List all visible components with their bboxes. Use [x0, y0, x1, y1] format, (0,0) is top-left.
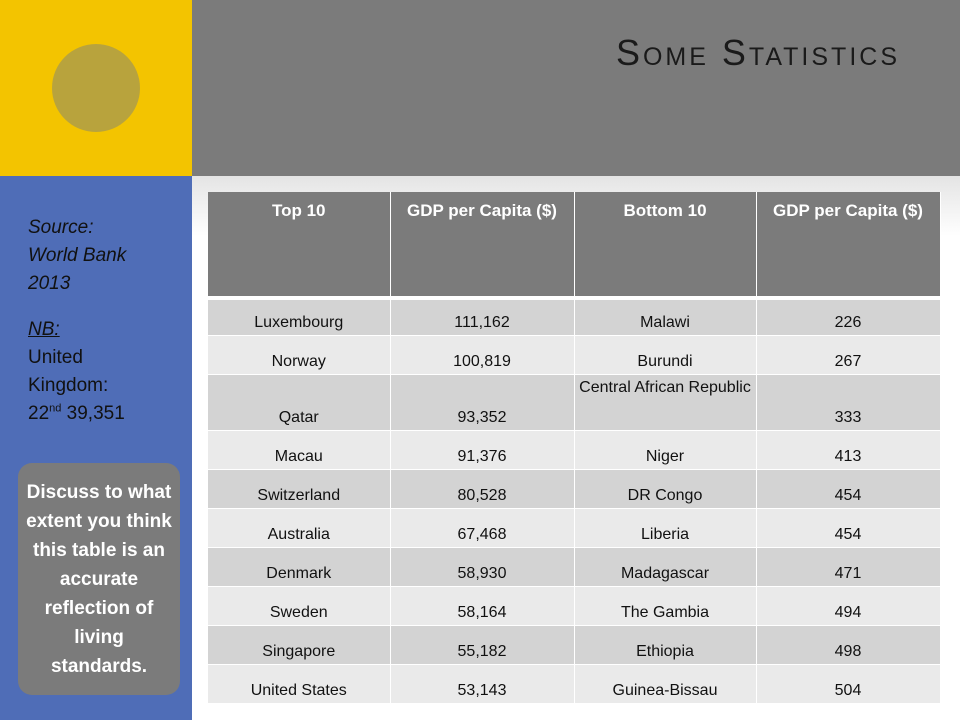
- top-gdp: 100,819: [390, 335, 575, 375]
- top-gdp: 80,528: [390, 469, 575, 509]
- source-label: Source:: [28, 217, 94, 238]
- nb-label: NB:: [28, 319, 60, 340]
- table-row: Denmark 58,930 Madagascar 471: [208, 547, 941, 587]
- top-gdp: 91,376: [390, 430, 575, 470]
- table-row: Luxembourg 111,162 Malawi 226: [208, 298, 941, 336]
- table-row: Sweden 58,164 The Gambia 494: [208, 586, 941, 626]
- source-name: World Bank: [28, 245, 127, 266]
- nb-country-line2: Kingdom:: [28, 375, 109, 396]
- top-gdp: 53,143: [390, 664, 575, 704]
- header-top10: Top 10: [208, 192, 391, 300]
- slide-title: Some Statistics: [615, 32, 900, 73]
- nb-rank-line: 22nd 39,351: [28, 400, 188, 428]
- table-row: Australia 67,468 Liberia 454: [208, 508, 941, 548]
- gdp-table: Top 10 GDP per Capita ($) Bottom 10 GDP …: [208, 192, 941, 704]
- bottom-gdp: 413: [756, 430, 941, 470]
- nb-value: 39,351: [61, 403, 125, 424]
- table-row: Norway 100,819 Burundi 267: [208, 335, 941, 375]
- top-country: Norway: [208, 335, 391, 375]
- table-row: Singapore 55,182 Ethiopia 498: [208, 625, 941, 665]
- top-gdp: 58,164: [390, 586, 575, 626]
- bottom-country: Central African Republic: [574, 374, 757, 431]
- bottom-gdp: 504: [756, 664, 941, 704]
- header-bottom10: Bottom 10: [574, 192, 757, 300]
- bottom-country: Burundi: [574, 335, 757, 375]
- bottom-country: Guinea-Bissau: [574, 664, 757, 704]
- source-note: Source: World Bank 2013 NB: United Kingd…: [28, 214, 188, 428]
- bottom-gdp: 333: [756, 374, 941, 431]
- bottom-gdp: 267: [756, 335, 941, 375]
- bottom-country: Malawi: [574, 298, 757, 336]
- bottom-country: Madagascar: [574, 547, 757, 587]
- decorative-circle: [52, 44, 140, 132]
- top-gdp: 93,352: [390, 374, 575, 431]
- top-country: Luxembourg: [208, 298, 391, 336]
- yellow-corner-block: [0, 0, 192, 176]
- title-bar: Some Statistics: [192, 0, 960, 176]
- bottom-country: Niger: [574, 430, 757, 470]
- bottom-gdp: 454: [756, 469, 941, 509]
- top-gdp: 111,162: [390, 298, 575, 336]
- bottom-country: Liberia: [574, 508, 757, 548]
- source-year: 2013: [28, 273, 71, 294]
- nb-rank-suffix: nd: [49, 402, 62, 415]
- bottom-gdp: 498: [756, 625, 941, 665]
- discussion-box: Discuss to what extent you think this ta…: [18, 463, 180, 695]
- bottom-gdp: 226: [756, 298, 941, 336]
- top-country: Denmark: [208, 547, 391, 587]
- top-gdp: 67,468: [390, 508, 575, 548]
- table-header-row: Top 10 GDP per Capita ($) Bottom 10 GDP …: [208, 192, 941, 300]
- bottom-gdp: 494: [756, 586, 941, 626]
- table-row: United States 53,143 Guinea-Bissau 504: [208, 664, 941, 704]
- bottom-country: The Gambia: [574, 586, 757, 626]
- top-country: Australia: [208, 508, 391, 548]
- table-row: Switzerland 80,528 DR Congo 454: [208, 469, 941, 509]
- top-gdp: 55,182: [390, 625, 575, 665]
- top-country: United States: [208, 664, 391, 704]
- nb-country-line1: United: [28, 347, 83, 368]
- bottom-gdp: 471: [756, 547, 941, 587]
- top-country: Qatar: [208, 374, 391, 431]
- bottom-country: Ethiopia: [574, 625, 757, 665]
- discussion-text: Discuss to what extent you think this ta…: [26, 481, 172, 677]
- top-country: Sweden: [208, 586, 391, 626]
- header-gdp-bottom: GDP per Capita ($): [756, 192, 941, 300]
- bottom-country: DR Congo: [574, 469, 757, 509]
- top-country: Singapore: [208, 625, 391, 665]
- top-gdp: 58,930: [390, 547, 575, 587]
- table-row: Macau 91,376 Niger 413: [208, 430, 941, 470]
- top-country: Switzerland: [208, 469, 391, 509]
- nb-rank: 22: [28, 403, 50, 424]
- top-country: Macau: [208, 430, 391, 470]
- table-row: Qatar 93,352 Central African Republic 33…: [208, 374, 941, 431]
- bottom-gdp: 454: [756, 508, 941, 548]
- header-gdp-top: GDP per Capita ($): [390, 192, 575, 300]
